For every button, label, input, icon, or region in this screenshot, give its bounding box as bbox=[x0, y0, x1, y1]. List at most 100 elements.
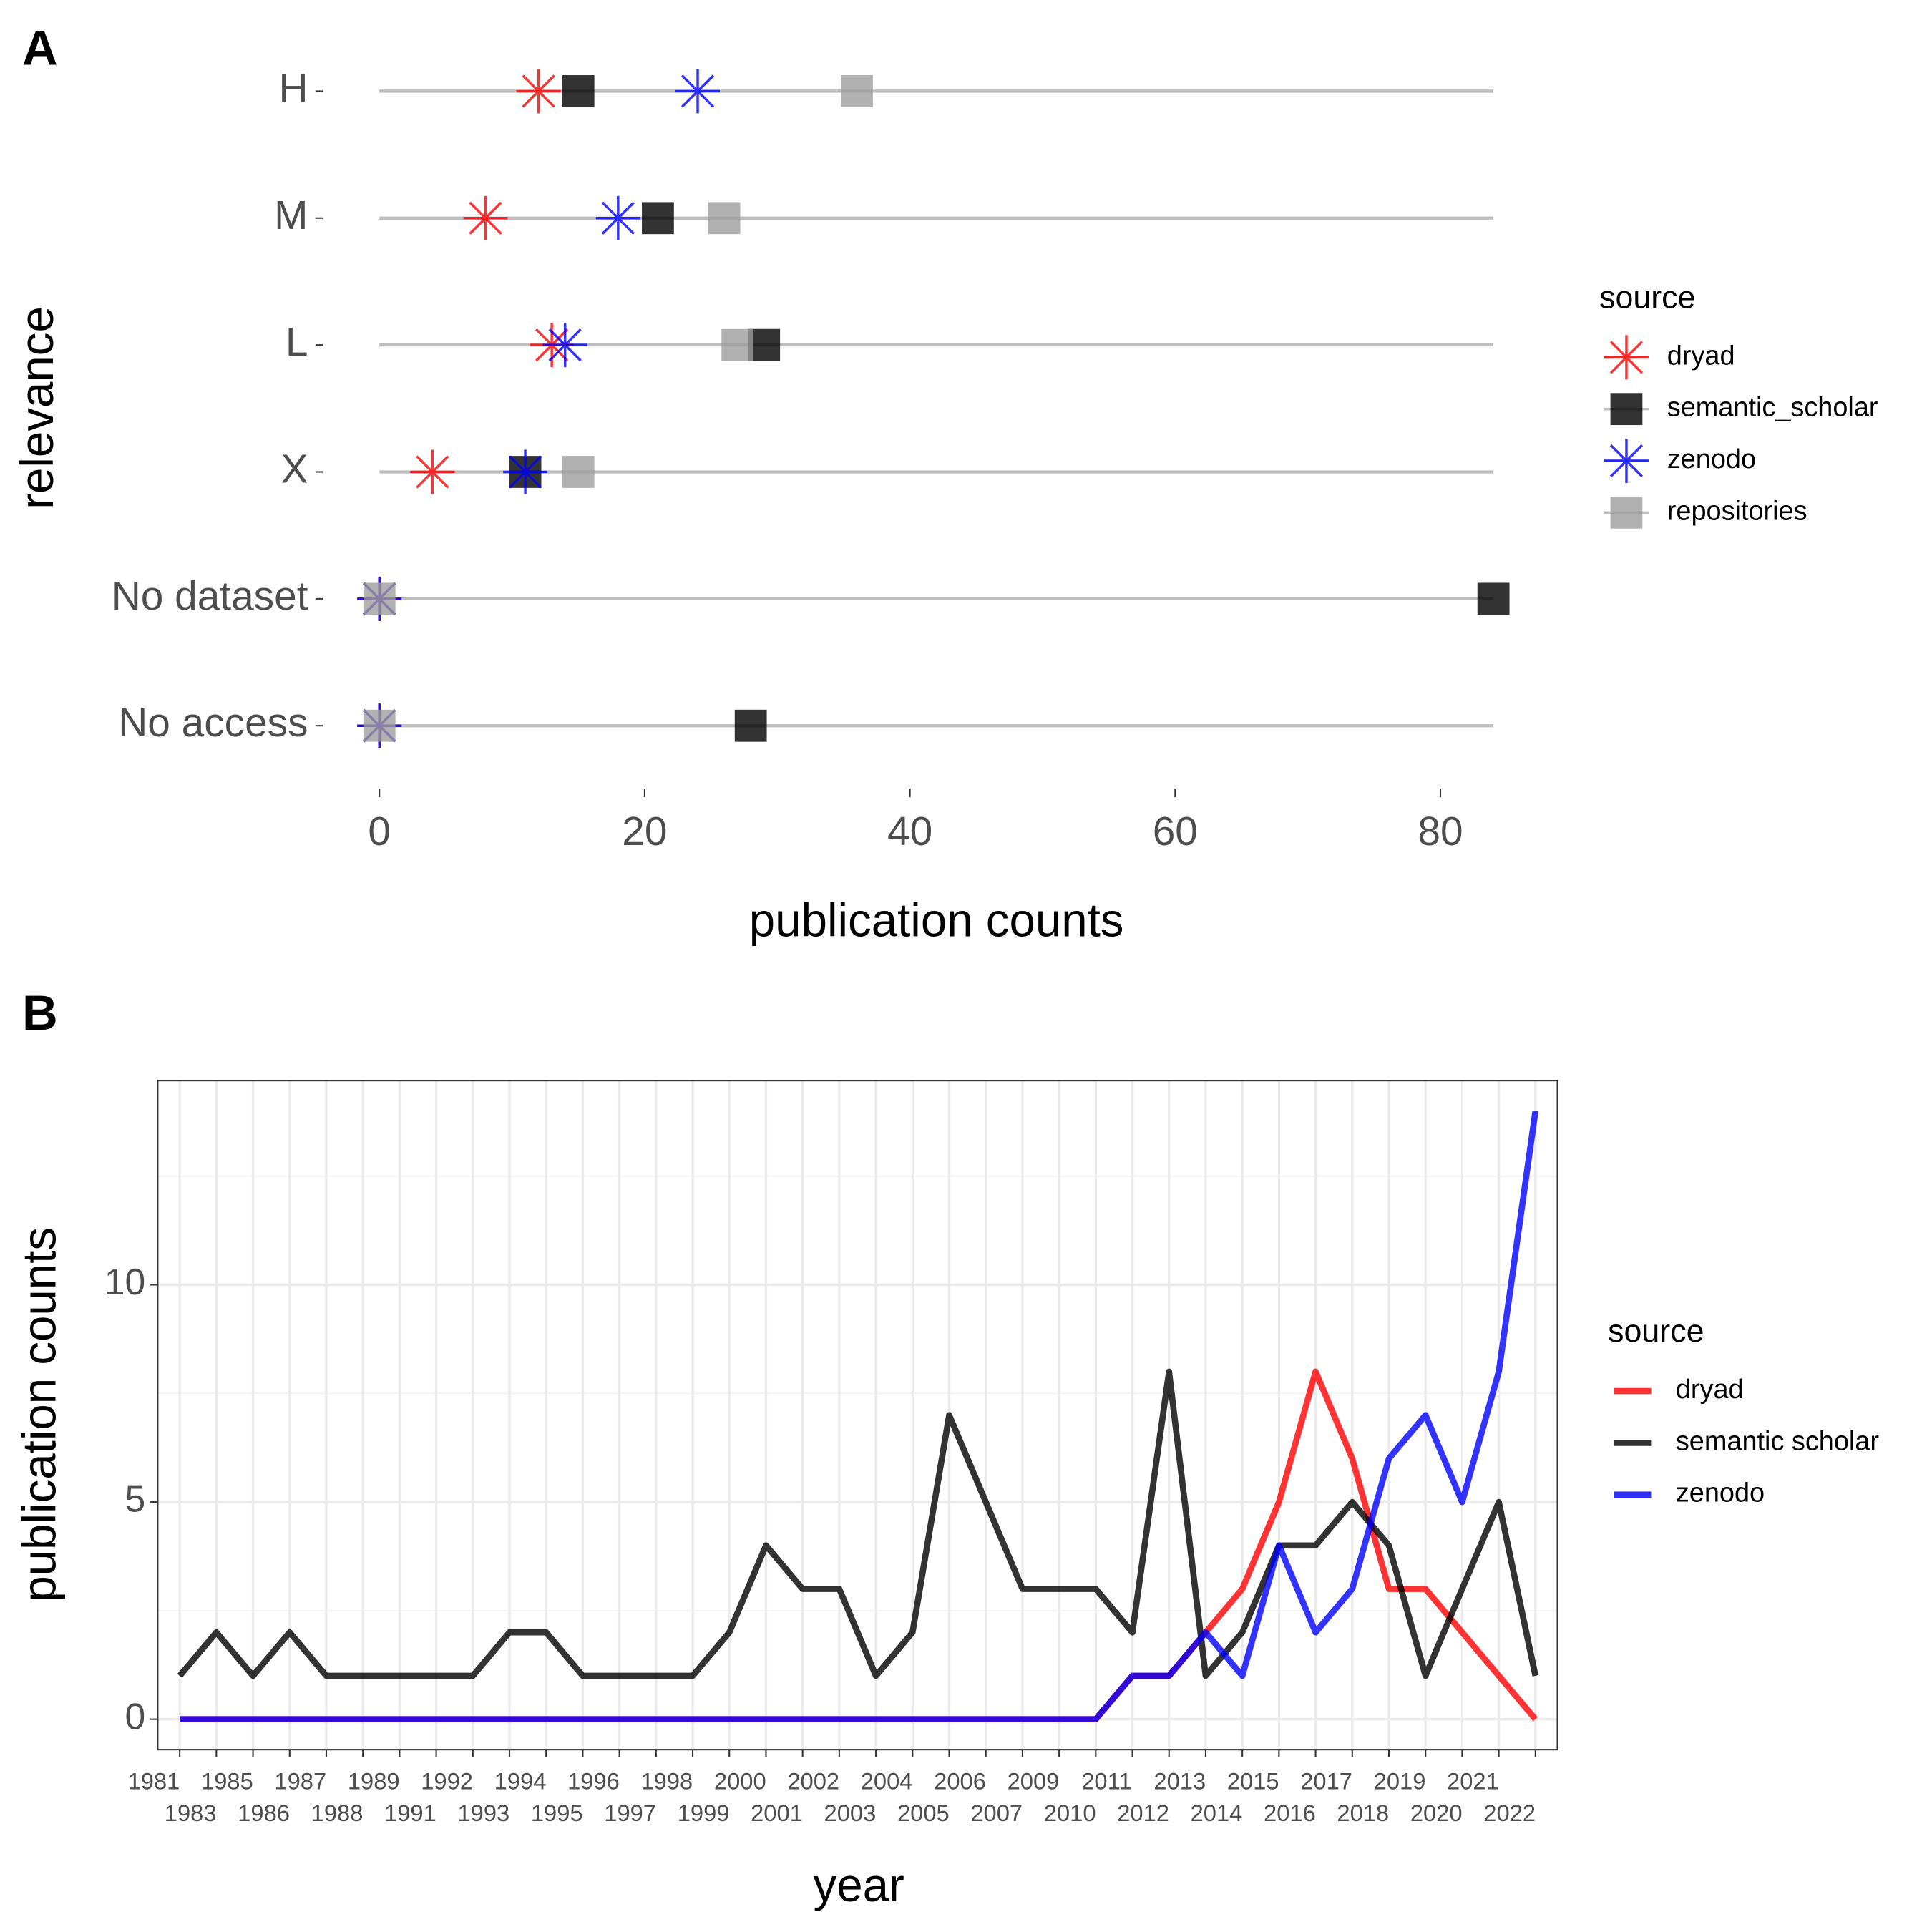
x-tick-label: 2005 bbox=[897, 1800, 950, 1826]
asterisk-stroke bbox=[1609, 341, 1644, 374]
square-marker bbox=[708, 202, 741, 235]
series-line bbox=[180, 1111, 1539, 1722]
asterisk-stroke bbox=[416, 455, 449, 489]
y-axis-title: relevance bbox=[11, 306, 63, 509]
square-marker bbox=[562, 75, 595, 107]
asterisk-marker bbox=[410, 449, 455, 494]
legend-label: zenodo bbox=[1676, 1478, 1765, 1508]
legend-key bbox=[1610, 496, 1643, 529]
x-tick-label: 2014 bbox=[1191, 1800, 1243, 1826]
x-tick-label: 1994 bbox=[494, 1767, 547, 1794]
x-tick-label: 80 bbox=[1418, 809, 1463, 854]
x-tick-label: 2011 bbox=[1081, 1767, 1131, 1794]
y-tick-label: M bbox=[274, 193, 308, 238]
x-tick-label: 1996 bbox=[567, 1767, 620, 1794]
asterisk-marker bbox=[463, 195, 508, 240]
x-tick-label: 2002 bbox=[787, 1767, 839, 1794]
x-tick-label: 2001 bbox=[751, 1800, 803, 1826]
y-tick-label: X bbox=[281, 447, 308, 492]
x-axis-title: year bbox=[814, 1859, 904, 1911]
x-tick-label: 60 bbox=[1153, 809, 1198, 854]
asterisk-marker bbox=[595, 195, 640, 240]
y-tick-label: H bbox=[278, 66, 308, 111]
asterisk-stroke bbox=[469, 201, 502, 235]
square-marker bbox=[363, 582, 396, 615]
x-tick-label: 2000 bbox=[714, 1767, 766, 1794]
y-tick-label: No dataset bbox=[112, 574, 308, 619]
x-tick-label: 1999 bbox=[678, 1800, 730, 1826]
x-tick-label: 20 bbox=[622, 809, 667, 854]
x-tick-label: 1983 bbox=[165, 1800, 217, 1826]
x-tick-label: 0 bbox=[368, 809, 391, 854]
x-axis-title: publication counts bbox=[749, 894, 1124, 947]
legend-label: dryad bbox=[1676, 1375, 1744, 1405]
legend-label: dryad bbox=[1667, 341, 1735, 371]
legend-key bbox=[1610, 393, 1643, 426]
square-marker bbox=[734, 709, 767, 742]
asterisk-marker bbox=[503, 449, 548, 494]
square-marker bbox=[721, 328, 754, 361]
square-marker bbox=[363, 709, 396, 742]
x-tick-label: 2018 bbox=[1337, 1800, 1389, 1826]
asterisk-marker bbox=[516, 69, 561, 114]
x-tick-label: 2007 bbox=[970, 1800, 1023, 1826]
x-tick-label: 1985 bbox=[201, 1767, 253, 1794]
asterisk-marker bbox=[675, 69, 721, 114]
x-tick-label: 1981 bbox=[128, 1767, 180, 1794]
x-tick-label: 1991 bbox=[384, 1800, 436, 1826]
x-tick-label: 2019 bbox=[1374, 1767, 1426, 1794]
asterisk-stroke bbox=[601, 201, 635, 235]
asterisk-stroke bbox=[680, 74, 715, 108]
x-tick-label: 1995 bbox=[531, 1800, 583, 1826]
x-tick-label: 1988 bbox=[311, 1800, 364, 1826]
legend-title: source bbox=[1608, 1313, 1704, 1349]
asterisk-marker bbox=[542, 323, 587, 368]
y-tick-label: L bbox=[286, 320, 308, 365]
panel-label: B bbox=[22, 985, 58, 1040]
asterisk-stroke bbox=[508, 455, 542, 489]
x-tick-label: 1998 bbox=[640, 1767, 693, 1794]
square-marker bbox=[642, 202, 674, 235]
x-tick-label: 1987 bbox=[274, 1767, 326, 1794]
legend-label: semantic scholar bbox=[1676, 1426, 1879, 1456]
x-tick-label: 1992 bbox=[421, 1767, 473, 1794]
y-axis-title: publication counts bbox=[14, 1227, 66, 1602]
y-tick-label: 10 bbox=[104, 1261, 145, 1302]
x-tick-label: 2021 bbox=[1447, 1767, 1499, 1794]
asterisk-stroke bbox=[522, 74, 555, 108]
x-tick-label: 2003 bbox=[824, 1800, 877, 1826]
x-tick-label: 2004 bbox=[861, 1767, 913, 1794]
asterisk-marker bbox=[1604, 439, 1649, 483]
legend-label: semantic_scholar bbox=[1667, 393, 1878, 423]
x-tick-label: 2010 bbox=[1044, 1800, 1096, 1826]
square-marker bbox=[841, 75, 873, 107]
asterisk-stroke bbox=[1609, 444, 1644, 478]
panel-border bbox=[157, 1080, 1558, 1751]
x-tick-label: 40 bbox=[887, 809, 932, 854]
x-tick-label: 1986 bbox=[238, 1800, 290, 1826]
y-tick-label: No access bbox=[118, 701, 308, 746]
x-tick-label: 2022 bbox=[1483, 1800, 1536, 1826]
legend-title: source bbox=[1599, 279, 1695, 315]
y-tick-label: 5 bbox=[125, 1478, 145, 1520]
x-tick-label: 1993 bbox=[457, 1800, 509, 1826]
x-tick-label: 2016 bbox=[1264, 1800, 1316, 1826]
x-tick-label: 2012 bbox=[1117, 1800, 1169, 1826]
series-line bbox=[177, 1368, 1539, 1679]
x-tick-label: 1989 bbox=[348, 1767, 400, 1794]
asterisk-stroke bbox=[548, 328, 582, 362]
x-tick-label: 1997 bbox=[604, 1800, 656, 1826]
plot-panel bbox=[157, 1080, 1558, 1750]
x-tick-label: 2006 bbox=[934, 1767, 986, 1794]
x-tick-label: 2009 bbox=[1008, 1767, 1060, 1794]
legend-label: zenodo bbox=[1667, 444, 1756, 474]
panel-label: A bbox=[22, 21, 58, 76]
x-tick-label: 2017 bbox=[1300, 1767, 1352, 1794]
asterisk-marker bbox=[1604, 335, 1649, 380]
square-marker bbox=[562, 456, 595, 488]
x-tick-label: 2020 bbox=[1410, 1800, 1463, 1826]
square-marker bbox=[1477, 582, 1510, 615]
y-tick-label: 0 bbox=[125, 1695, 145, 1737]
x-tick-label: 2013 bbox=[1153, 1767, 1206, 1794]
